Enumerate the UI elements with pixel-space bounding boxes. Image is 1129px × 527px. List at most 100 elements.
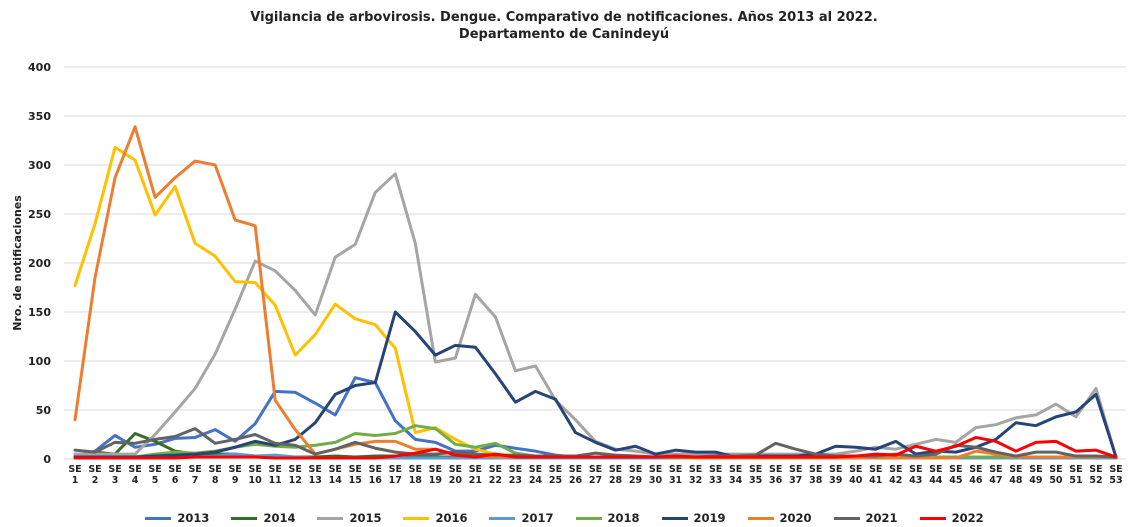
legend-label: 2015 (349, 511, 382, 525)
legend-label: 2013 (177, 511, 210, 525)
x-tick-label: SE 15 (348, 464, 362, 486)
legend-label: 2022 (951, 511, 984, 525)
x-tick-label: SE 2 (88, 464, 102, 486)
y-tick-label: 350 (28, 110, 51, 123)
x-tick-label: SE 36 (769, 464, 783, 486)
x-tick-label: SE 21 (468, 464, 483, 486)
y-tick-label: 50 (36, 404, 52, 417)
x-tick-label: SE 13 (308, 464, 322, 486)
x-tick-label: SE 39 (829, 464, 843, 486)
x-tick-label: SE 17 (388, 464, 402, 486)
x-tick-label: SE 53 (1109, 464, 1123, 486)
y-tick-label: 300 (28, 159, 51, 172)
x-tick-label: SE 29 (628, 464, 643, 486)
x-tick-label: SE 34 (728, 464, 743, 486)
legend-swatch (919, 516, 946, 520)
y-tick-label: 250 (28, 208, 51, 221)
y-axis-label: Nro. de notificaciones (11, 195, 24, 331)
y-tick-label: 150 (28, 306, 51, 319)
x-tick-label: SE 37 (789, 464, 803, 486)
legend-item: 2017 (489, 511, 554, 525)
x-tick-label: SE 19 (428, 464, 443, 486)
legend-label: 2021 (865, 511, 898, 525)
legend-item: 2019 (661, 511, 726, 525)
x-tick-label: SE 30 (648, 464, 663, 486)
legend-label: 2020 (779, 511, 812, 525)
x-tick-label: SE 8 (208, 464, 222, 486)
x-tick-label: SE 47 (989, 464, 1003, 486)
x-tick-label: SE 16 (368, 464, 382, 486)
x-tick-label: SE 40 (849, 464, 863, 486)
legend-item: 2020 (747, 511, 812, 525)
legend-item: 2015 (317, 511, 381, 525)
legend-label: 2019 (693, 511, 726, 525)
x-tick-label: SE 11 (268, 464, 282, 486)
x-tick-label: SE 45 (949, 464, 963, 486)
x-tick-label: SE 25 (548, 464, 563, 486)
chart-title: Vigilancia de arbovirosis. Dengue. Compa… (250, 10, 877, 25)
legend-swatch (575, 516, 602, 520)
x-tick-label: SE 22 (488, 464, 503, 486)
x-tick-label: SE 48 (1009, 464, 1023, 486)
legend-item: 2014 (231, 511, 295, 525)
legend: 2013 2014 2015 2016 2017 2018 2019 2020 2021 2022 (0, 511, 1129, 525)
series-line (73, 125, 1118, 460)
x-tick-label: SE 49 (1029, 464, 1043, 486)
x-tick-label: SE 32 (688, 464, 703, 486)
legend-swatch (661, 516, 688, 520)
x-tick-label: SE 44 (929, 464, 943, 486)
x-tick-label: SE 43 (909, 464, 923, 486)
series-line (73, 172, 1118, 459)
legend-swatch (489, 516, 516, 520)
x-tick-label: SE 28 (608, 464, 623, 486)
legend-label: 2018 (607, 511, 640, 525)
x-tick-label: SE 52 (1089, 464, 1103, 486)
legend-swatch (317, 516, 344, 520)
x-tick-label: SE 38 (809, 464, 823, 486)
legend-label: 2016 (435, 511, 468, 525)
x-tick-label: SE 51 (1069, 464, 1083, 486)
x-tick-label: SE 24 (528, 464, 543, 486)
x-tick-label: SE 9 (228, 464, 242, 486)
legend-swatch (231, 516, 258, 520)
y-tick-label: 400 (28, 61, 51, 74)
y-tick-label: 0 (43, 453, 51, 466)
x-tick-label: SE 14 (328, 464, 342, 486)
x-tick-label: SE 46 (969, 464, 983, 486)
legend-swatch (145, 516, 172, 520)
x-tick-label: SE 18 (408, 464, 422, 486)
x-tick-label: SE 10 (248, 464, 262, 486)
x-tick-label: SE 42 (889, 464, 903, 486)
x-tick-label: SE 27 (588, 464, 603, 486)
legend-swatch (403, 516, 430, 520)
legend-item: 2018 (575, 511, 640, 525)
x-tick-label: SE 4 (128, 464, 142, 486)
x-tick-label: SE 1 (68, 464, 82, 486)
x-tick-label: SE 5 (148, 464, 162, 486)
x-tick-label: SE 26 (568, 464, 583, 486)
series-line (73, 310, 1118, 459)
legend-swatch (833, 516, 860, 520)
x-tick-label: SE 3 (108, 464, 122, 486)
series-line (73, 427, 1118, 459)
legend-item: 2022 (919, 511, 984, 525)
x-tick-label: SE 12 (288, 464, 302, 486)
y-tick-label: 100 (28, 355, 51, 368)
x-tick-label: SE 33 (708, 464, 723, 486)
x-tick-label: SE 35 (748, 464, 763, 486)
series-line (73, 435, 1118, 460)
legend-label: 2017 (521, 511, 554, 525)
legend-item: 2021 (833, 511, 898, 525)
x-tick-label: SE 20 (448, 464, 463, 486)
legend-item: 2016 (403, 511, 467, 525)
x-tick-label: SE 31 (668, 464, 683, 486)
series-line (73, 145, 1118, 460)
chart-subtitle: Departamento de Canindeyú (459, 27, 669, 42)
x-tick-label: SE 7 (188, 464, 202, 486)
x-tick-label: SE 50 (1049, 464, 1063, 486)
x-tick-label: SE 6 (168, 464, 182, 486)
y-tick-label: 200 (28, 257, 51, 270)
legend-item: 2013 (145, 511, 209, 525)
